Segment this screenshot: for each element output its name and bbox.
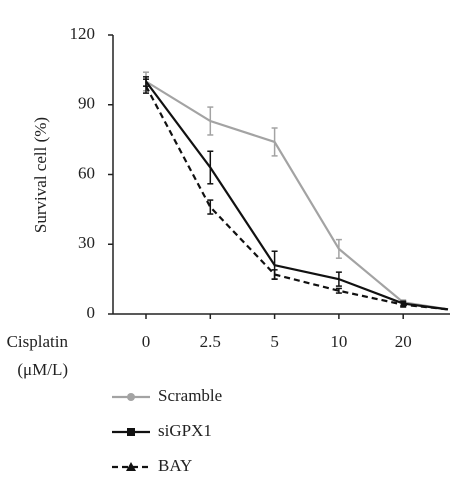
series-line xyxy=(145,85,449,311)
x-axis-label: (μM/L) xyxy=(17,360,68,379)
legend-label: BAY xyxy=(158,456,192,475)
x-tick-label: 20 xyxy=(395,332,412,351)
x-axis-label: Cisplatin xyxy=(7,332,69,351)
y-tick-label: 0 xyxy=(87,303,96,322)
series-line xyxy=(145,80,449,311)
y-axis-label: Survival cell (%) xyxy=(31,117,50,233)
x-tick-label: 2.5 xyxy=(200,332,221,351)
y-tick-label: 90 xyxy=(78,94,95,113)
y-tick-label: 120 xyxy=(70,24,96,43)
legend-label: Scramble xyxy=(158,386,222,405)
legend-marker xyxy=(126,462,136,471)
legend-label: siGPX1 xyxy=(158,421,212,440)
legend-marker xyxy=(127,393,135,401)
series-line xyxy=(145,80,449,311)
x-tick-label: 10 xyxy=(330,332,347,351)
legend-marker xyxy=(127,428,135,436)
x-tick-label: 5 xyxy=(270,332,279,351)
y-tick-label: 60 xyxy=(78,163,95,182)
y-tick-label: 30 xyxy=(78,233,95,252)
x-tick-label: 0 xyxy=(142,332,151,351)
